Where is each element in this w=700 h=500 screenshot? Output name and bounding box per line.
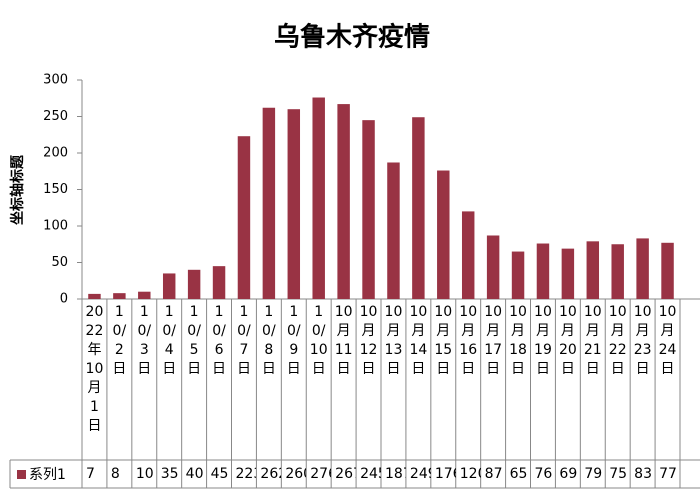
x-tick-label: 10月17日: [484, 304, 503, 377]
y-tick-label: 250: [43, 109, 68, 124]
table-value: 245: [360, 466, 381, 482]
x-tick-label: 10月22日: [608, 304, 627, 377]
table-value: 7: [86, 466, 95, 482]
bar: [187, 269, 201, 299]
x-tick-label: 10/2日: [112, 304, 127, 377]
x-tick-label: 10月24日: [658, 304, 677, 377]
x-tick-label: 10/6日: [212, 304, 227, 377]
table-value: 249: [409, 466, 431, 482]
table-value: 35: [160, 466, 179, 482]
x-tick-label: 10月21日: [583, 304, 602, 377]
bar: [287, 109, 301, 299]
bar: [412, 117, 425, 299]
y-tick-label: 200: [43, 146, 68, 161]
table-value: 176: [434, 466, 456, 482]
y-tick-label: 50: [51, 255, 68, 270]
table-value: 83: [634, 466, 652, 482]
table-value: 75: [609, 466, 628, 482]
table-value: 45: [210, 466, 229, 482]
bar: [561, 248, 575, 299]
x-tick-label: 10月14日: [409, 304, 428, 377]
y-tick-label: 150: [43, 182, 68, 197]
bar: [162, 273, 176, 299]
x-tick-label: 10月15日: [434, 304, 453, 377]
x-tick-label: 10/5日: [187, 304, 202, 377]
chart-title: 乌鲁木齐疫情: [274, 22, 430, 53]
table-value: 69: [559, 466, 578, 482]
bar: [536, 243, 550, 299]
x-tick-label: 10/10日: [309, 304, 328, 377]
x-tick-label: 10月23日: [633, 304, 652, 377]
table-value: 76: [534, 466, 553, 482]
bar: [337, 104, 350, 299]
x-tick-label: 10月11日: [334, 304, 353, 377]
table-value: 10: [135, 466, 154, 482]
table-value: 276: [310, 466, 331, 482]
bar: [212, 266, 226, 299]
bar: [237, 136, 251, 299]
x-tick-label: 10月16日: [459, 304, 478, 377]
bar: [138, 291, 151, 299]
table-value: 8: [110, 466, 120, 482]
bar: [461, 211, 475, 299]
table-value: 79: [584, 466, 603, 482]
y-tick-label: 0: [60, 292, 68, 307]
table-value: 187: [385, 466, 406, 482]
x-tick-label: 2022年10月1日: [85, 304, 104, 434]
bar: [437, 170, 450, 299]
legend-label: 系列1: [29, 467, 66, 483]
table-value: 120: [459, 466, 481, 482]
x-tick-label: 10月20日: [558, 304, 577, 377]
legend-swatch: [17, 470, 26, 479]
bar: [511, 251, 525, 299]
table-value: 223: [235, 466, 257, 482]
x-tick-label: 10/4日: [162, 304, 177, 377]
bar: [611, 244, 624, 299]
bar: [486, 235, 500, 299]
bar: [387, 162, 400, 299]
table-value: 77: [659, 466, 677, 482]
x-tick-label: 10/9日: [286, 304, 301, 377]
bar: [661, 242, 674, 299]
x-tick-label: 10月12日: [359, 304, 378, 377]
table-value: 65: [509, 466, 528, 482]
bar: [88, 293, 101, 299]
y-axis-title: 坐标轴标题: [9, 154, 26, 225]
bar: [113, 293, 126, 299]
bar: [262, 107, 276, 300]
x-tick-label: 10/7日: [236, 304, 251, 377]
x-tick-label: 10/8日: [261, 304, 276, 377]
bar: [312, 97, 325, 300]
bar: [586, 241, 600, 299]
table-value: 262: [260, 466, 281, 482]
table-value: 40: [185, 466, 204, 482]
x-tick-label: 10月13日: [384, 304, 403, 377]
table-value: 87: [484, 466, 503, 482]
x-tick-label: 10/3日: [137, 304, 152, 377]
y-tick-label: 100: [43, 219, 68, 234]
y-tick-label: 300: [43, 73, 68, 88]
table-value: 267: [335, 466, 356, 482]
table-value: 260: [285, 466, 306, 482]
bar: [362, 120, 375, 300]
bar: [636, 238, 649, 299]
x-tick-label: 10月18日: [509, 304, 527, 377]
x-tick-label: 10月19日: [534, 304, 552, 377]
